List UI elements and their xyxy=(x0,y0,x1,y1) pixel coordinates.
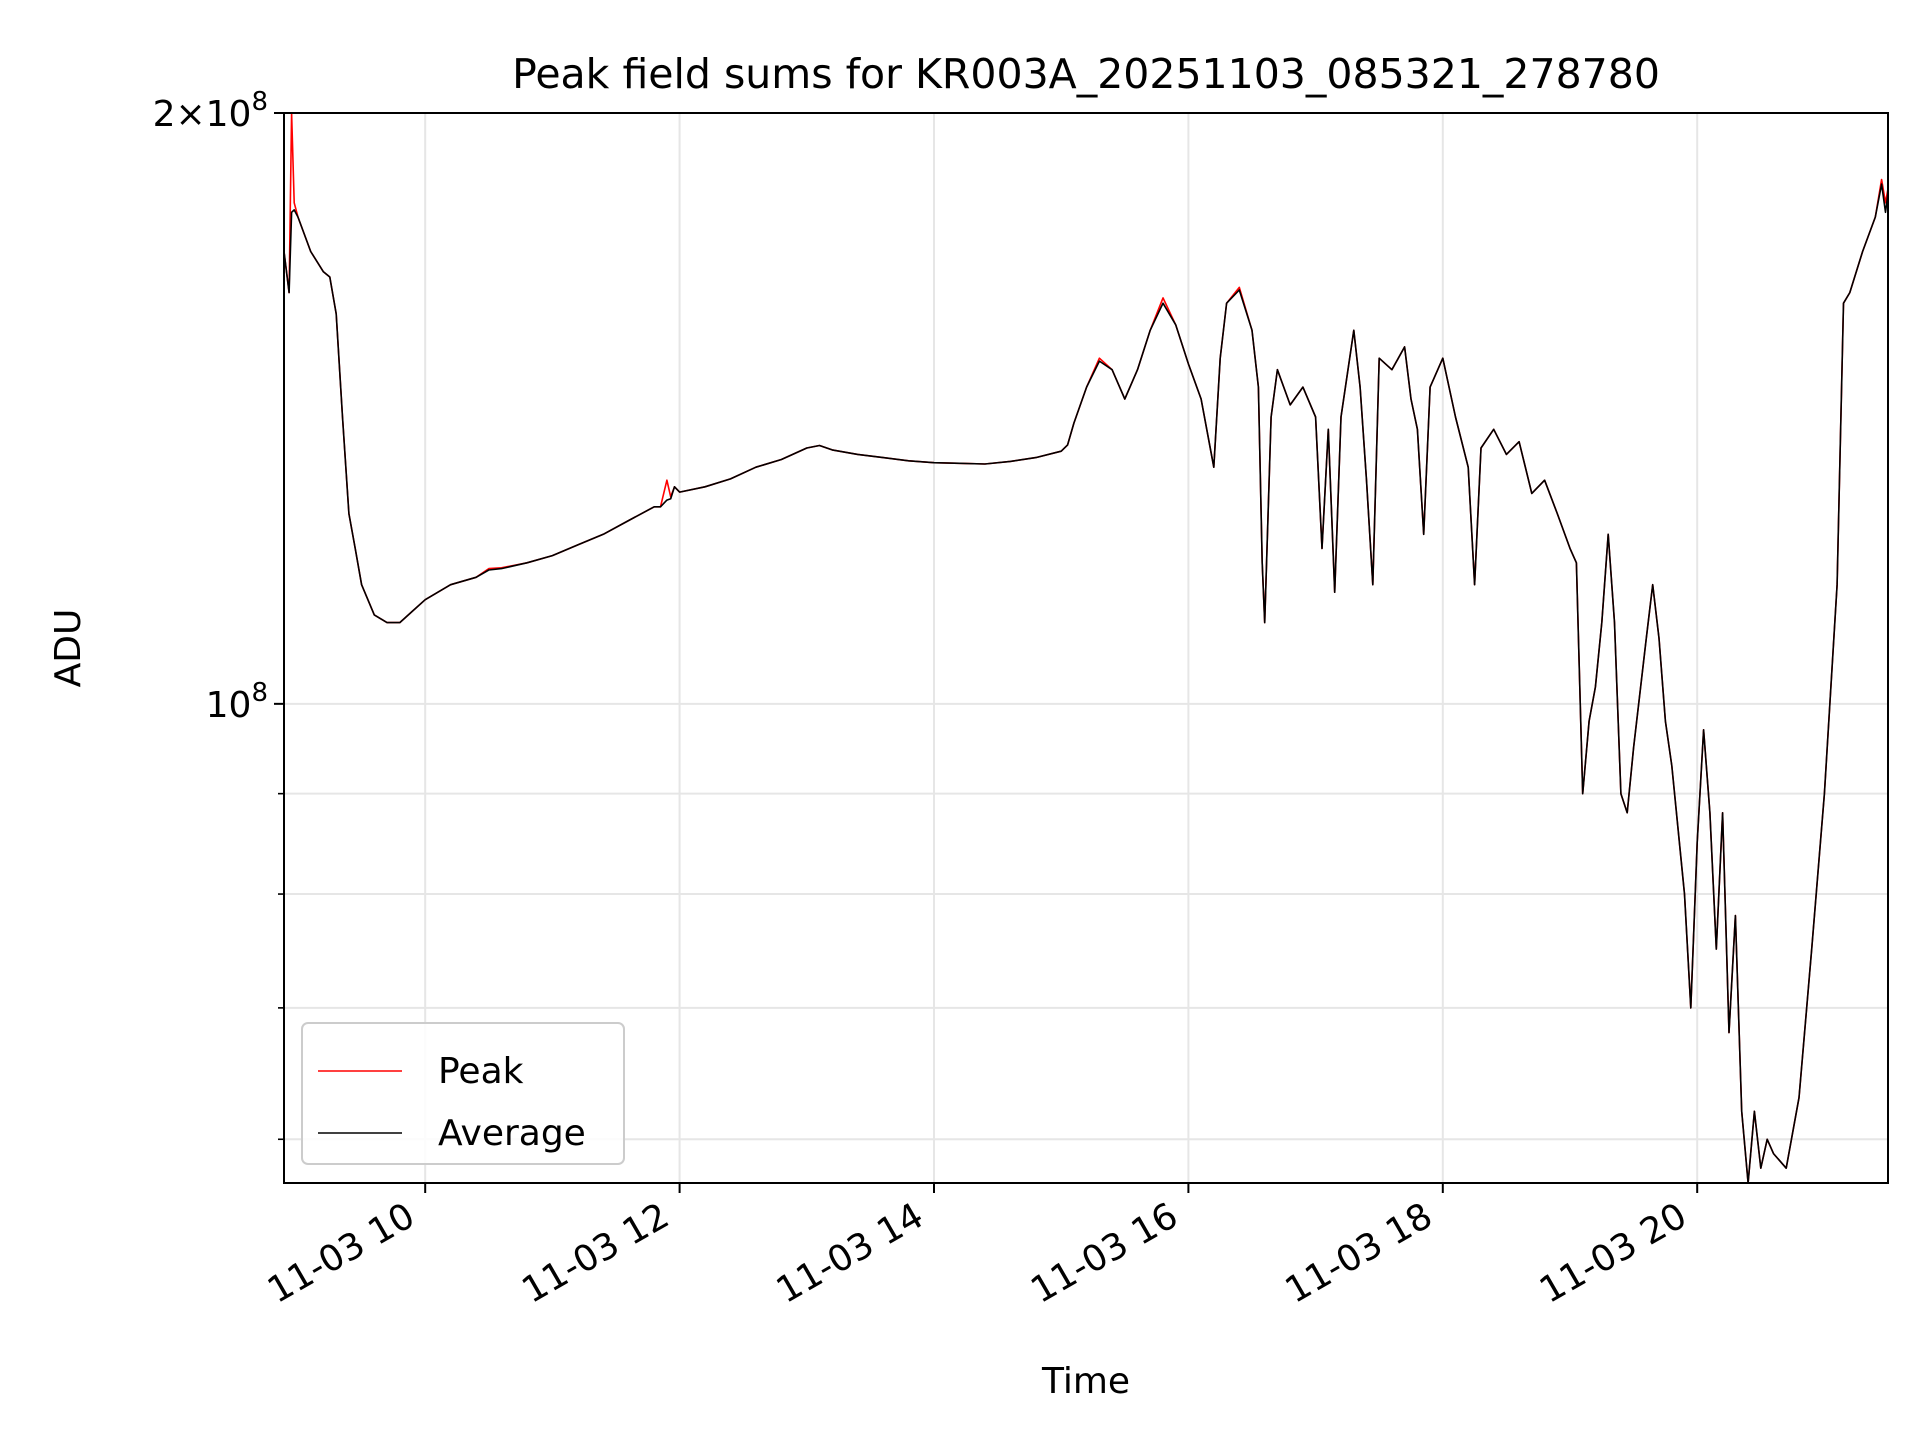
plot-frame xyxy=(283,112,1889,1184)
legend-box xyxy=(301,1022,625,1165)
series-lines xyxy=(284,113,1888,1183)
chart-title: Peak field sums for KR003A_20251103_0853… xyxy=(512,50,1660,98)
series-line-average xyxy=(284,183,1888,1183)
x-axis-label: Time xyxy=(1041,1361,1130,1402)
legend: Peak Average xyxy=(301,1022,625,1165)
y-tick-label: 108 xyxy=(206,678,268,726)
legend-label-average: Average xyxy=(438,1113,586,1154)
y-axis-label: ADU xyxy=(48,609,89,688)
y-tick-label: 2×108 xyxy=(153,87,268,135)
legend-label-peak: Peak xyxy=(438,1051,524,1092)
